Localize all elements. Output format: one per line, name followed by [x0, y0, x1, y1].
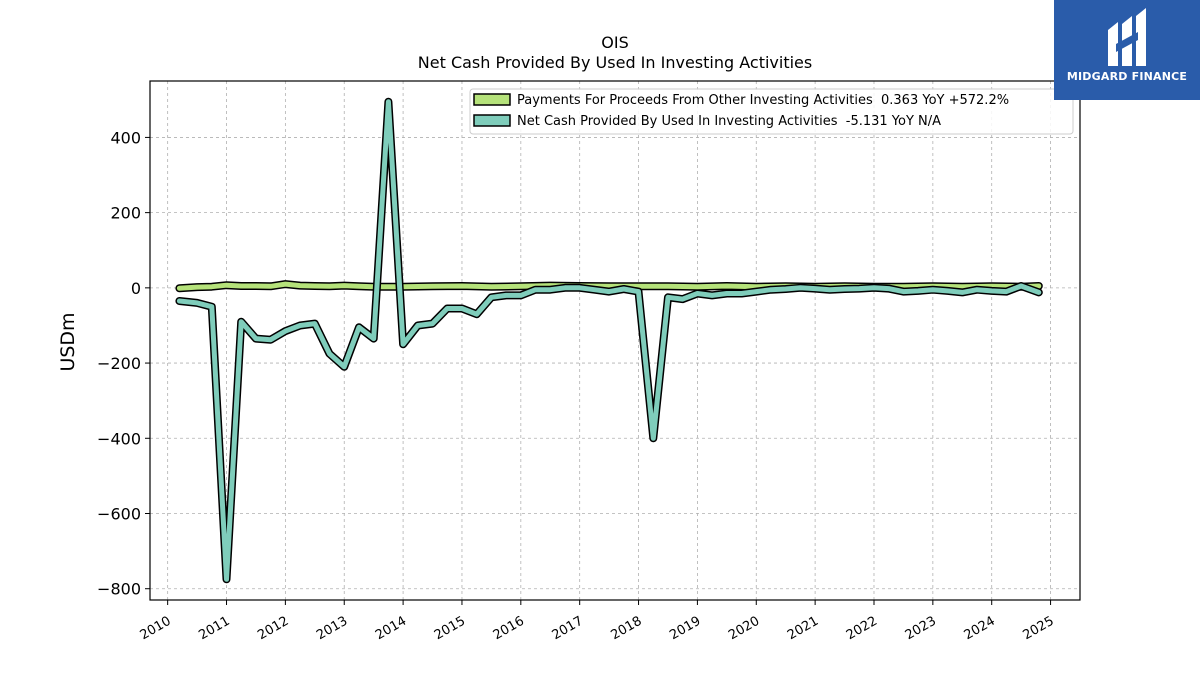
y-axis-label: USDm — [57, 312, 79, 371]
legend-label-payments: Payments For Proceeds From Other Investi… — [517, 93, 1009, 108]
x-tick-label: 2012 — [255, 614, 291, 644]
legend-label-net-cash: Net Cash Provided By Used In Investing A… — [517, 114, 941, 129]
x-tick-label: 2023 — [903, 614, 939, 644]
x-tick-label: 2017 — [550, 614, 586, 644]
logo-text: MIDGARD FINANCE — [1066, 70, 1188, 83]
x-tick-label: 2018 — [608, 614, 644, 644]
series-layer — [175, 97, 1043, 584]
legend-swatch-payments — [473, 93, 511, 106]
chart-title: OIS — [601, 33, 628, 52]
x-tick-label: 2022 — [844, 614, 880, 644]
grid — [150, 81, 1080, 600]
legend: Payments For Proceeds From Other Investi… — [469, 88, 1074, 135]
y-tick-label: 200 — [110, 204, 141, 223]
x-tick-label: 2016 — [491, 614, 527, 644]
x-tick-label: 2010 — [138, 614, 174, 644]
x-tick-label: 2013 — [314, 614, 350, 644]
y-tick-label: −400 — [97, 429, 141, 448]
y-tick-label: −800 — [97, 580, 141, 599]
x-tick-label: 2019 — [667, 614, 703, 644]
x-tick-label: 2021 — [785, 614, 821, 644]
x-tick-label: 2014 — [373, 614, 409, 644]
brand-logo: MIDGARD FINANCE — [1054, 0, 1200, 100]
y-tick-label: 0 — [131, 279, 141, 298]
x-tick-label: 2015 — [432, 614, 468, 644]
x-tick-label: 2025 — [1020, 614, 1056, 644]
y-tick-label: 400 — [110, 128, 141, 147]
x-tick-label: 2024 — [962, 614, 998, 644]
logo-mark-icon — [1108, 8, 1146, 66]
y-tick-label: −600 — [97, 505, 141, 524]
legend-box — [469, 88, 1074, 135]
y-tick-label: −200 — [97, 354, 141, 373]
plot-frame — [149, 80, 1081, 601]
net-cash-series-line — [176, 99, 1042, 582]
net-cash-series-line-outline — [175, 97, 1043, 584]
x-tick-label: 2011 — [196, 614, 232, 644]
legend-swatch-net-cash — [473, 114, 511, 127]
x-tick-label: 2020 — [726, 614, 762, 644]
chart-subtitle: Net Cash Provided By Used In Investing A… — [418, 53, 812, 72]
